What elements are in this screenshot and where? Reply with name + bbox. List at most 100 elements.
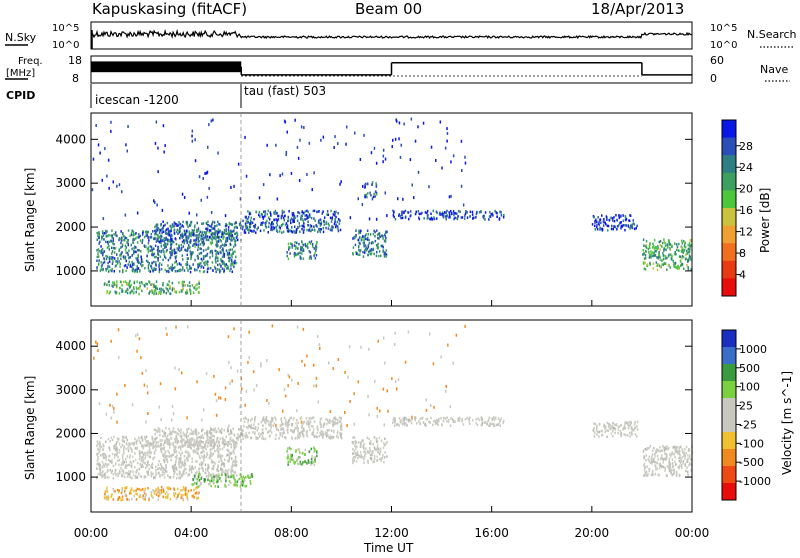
colorbar-cell	[722, 243, 736, 261]
echo-cell	[172, 454, 174, 457]
echo-cell	[180, 446, 182, 449]
echo-cell	[294, 429, 296, 432]
echo-cell	[162, 471, 164, 474]
echo-cell	[161, 467, 163, 470]
echo-cell	[419, 213, 421, 216]
echo-cell	[156, 430, 158, 433]
echo-cell	[472, 419, 474, 422]
echo-cell	[395, 218, 397, 221]
echo-cell	[255, 436, 256, 439]
echo-cell	[223, 249, 225, 252]
echo-cell	[393, 216, 395, 219]
echo-cell	[678, 467, 680, 470]
echo-cell	[225, 225, 227, 228]
echo-cell	[103, 234, 105, 237]
echo-cell	[148, 264, 150, 267]
echo-cell	[679, 465, 681, 468]
echo-cell	[384, 362, 386, 365]
echo-cell	[207, 171, 209, 174]
echo-cell	[296, 242, 298, 245]
echo-cell	[235, 484, 237, 487]
echo-cell	[212, 221, 214, 224]
echo-cell	[352, 237, 354, 240]
echo-cell	[618, 214, 620, 217]
echo-cell	[336, 435, 338, 438]
echo-cell	[689, 454, 691, 457]
echo-cell	[606, 429, 608, 432]
echo-cell	[135, 246, 137, 249]
echo-cell	[133, 474, 135, 477]
echo-cell	[664, 469, 666, 472]
echo-cell	[395, 380, 397, 383]
echo-cell	[118, 491, 120, 494]
echo-cell	[651, 462, 653, 465]
echo-cell	[620, 424, 622, 427]
echo-cell	[128, 243, 130, 246]
echo-cell	[643, 244, 645, 247]
echo-cell	[314, 229, 316, 232]
echo-cell	[168, 271, 170, 274]
echo-cell	[221, 233, 223, 236]
echo-cell	[320, 426, 322, 429]
echo-cell	[655, 246, 657, 249]
echo-cell	[119, 265, 121, 268]
echo-cell	[182, 489, 184, 492]
echo-cell	[181, 269, 183, 272]
echo-cell	[440, 417, 442, 420]
echo-cell	[250, 225, 252, 228]
echo-cell	[236, 445, 238, 448]
echo-cell	[376, 193, 378, 196]
echo-cell	[611, 432, 613, 435]
echo-cell	[159, 271, 161, 274]
echo-cell	[106, 292, 108, 295]
echo-cell	[184, 242, 186, 245]
echo-cell	[503, 420, 505, 423]
echo-cell	[207, 445, 209, 448]
echo-cell	[124, 436, 126, 439]
echo-cell	[252, 431, 254, 434]
echo-cell	[147, 412, 149, 415]
echo-cell	[157, 259, 159, 262]
echo-cell	[327, 429, 329, 432]
echo-cell	[294, 253, 296, 256]
echo-cell	[684, 448, 686, 451]
echo-cell	[317, 427, 319, 430]
echo-cell	[309, 417, 311, 420]
echo-cell	[277, 219, 279, 222]
echo-cell	[167, 264, 169, 267]
echo-cell	[241, 478, 243, 481]
echo-cell	[168, 259, 170, 262]
echo-cell	[157, 147, 159, 150]
echo-cell	[286, 151, 288, 154]
echo-cell	[196, 243, 198, 246]
colorbar-cell	[722, 226, 736, 244]
echo-cell	[158, 487, 160, 490]
echo-cell	[154, 238, 156, 241]
echo-cell	[689, 462, 691, 465]
echo-cell	[184, 435, 186, 438]
echo-cell	[683, 251, 685, 254]
echo-cell	[448, 211, 450, 214]
echo-cell	[116, 280, 118, 283]
echo-cell	[665, 255, 667, 258]
echo-cell	[310, 230, 312, 233]
echo-cell	[323, 231, 325, 234]
echo-cell	[170, 488, 172, 491]
echo-cell	[131, 248, 133, 251]
echo-cell	[170, 498, 172, 501]
echo-cell	[314, 252, 316, 255]
echo-cell	[142, 232, 144, 235]
echo-cell	[378, 255, 380, 257]
echo-cell	[489, 211, 491, 214]
echo-cell	[267, 431, 269, 434]
echo-cell	[203, 234, 205, 237]
echo-cell	[302, 218, 304, 221]
echo-cell	[293, 418, 295, 421]
echo-cell	[121, 288, 123, 291]
echo-cell	[186, 496, 188, 499]
echo-cell	[313, 364, 315, 367]
echo-cell	[125, 493, 127, 496]
echo-cell	[142, 239, 144, 242]
echo-cell	[279, 432, 281, 435]
echo-cell	[407, 211, 409, 214]
